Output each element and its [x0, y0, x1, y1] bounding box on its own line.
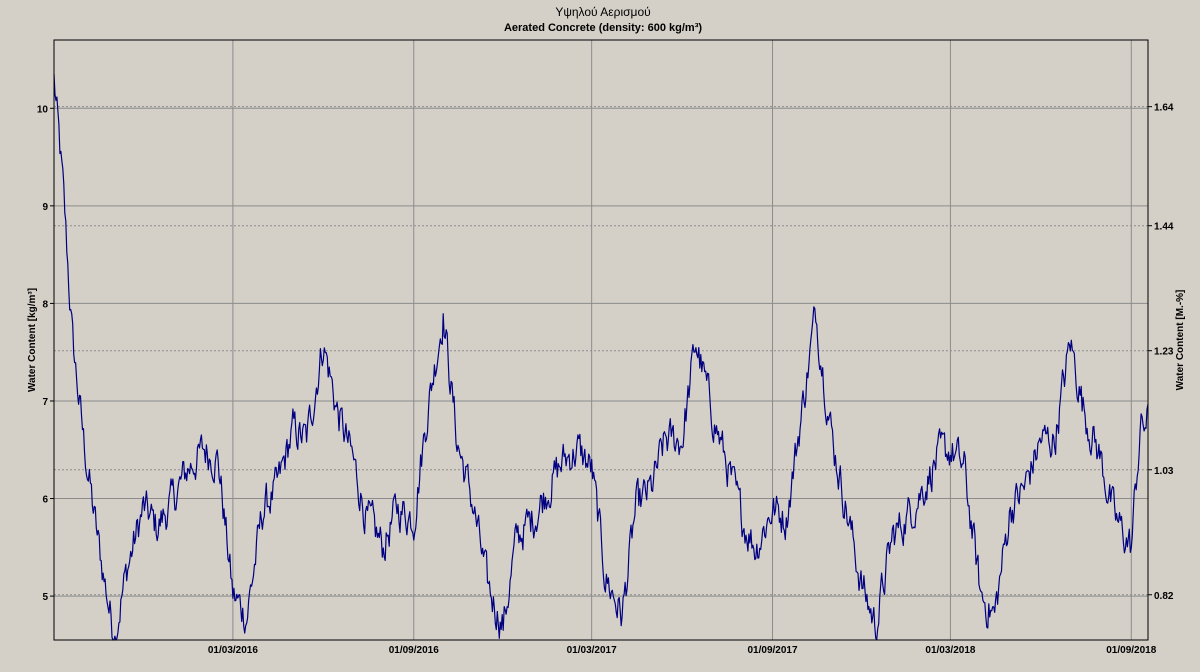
- y2-tick-label: 1.44: [1154, 222, 1174, 233]
- y-tick-label: 6: [42, 495, 48, 506]
- y-tick-label: 7: [42, 397, 48, 408]
- y2-tick-label: 1.64: [1154, 103, 1174, 114]
- chart-title: Υψηλού Αερισμού: [555, 5, 650, 19]
- x-tick-label: 01/09/2018: [1106, 645, 1156, 656]
- plot-frame: [53, 39, 1149, 641]
- x-tick-label: 01/03/2017: [567, 645, 617, 656]
- y-tick-label: 10: [37, 104, 49, 115]
- y-tick-label: 8: [42, 299, 48, 310]
- chart-subtitle: Aerated Concrete (density: 600 kg/m³): [504, 22, 702, 34]
- y-tick-label: 9: [42, 202, 48, 213]
- series-line-0: [53, 73, 1149, 641]
- y2-tick-label: 0.82: [1154, 591, 1174, 602]
- x-tick-label: 01/03/2016: [208, 645, 258, 656]
- x-tick-label: 01/09/2017: [747, 645, 797, 656]
- grid: [54, 40, 1148, 640]
- series-layer: [53, 73, 1149, 641]
- y2-tick-label: 1.23: [1154, 347, 1174, 358]
- y2-tick-label: 1.03: [1154, 466, 1174, 477]
- y-tick-label: 5: [42, 592, 48, 603]
- x-tick-label: 01/03/2018: [925, 645, 975, 656]
- y2-axis-label: Water Content [M.-%]: [1175, 290, 1186, 391]
- x-tick-label: 01/09/2016: [389, 645, 439, 656]
- ticks: 01/03/2016 01/09/2016 01/03/2017 01/09/2017…: [37, 103, 1174, 656]
- y-axis-label: Water Content [kg/m³]: [27, 288, 38, 392]
